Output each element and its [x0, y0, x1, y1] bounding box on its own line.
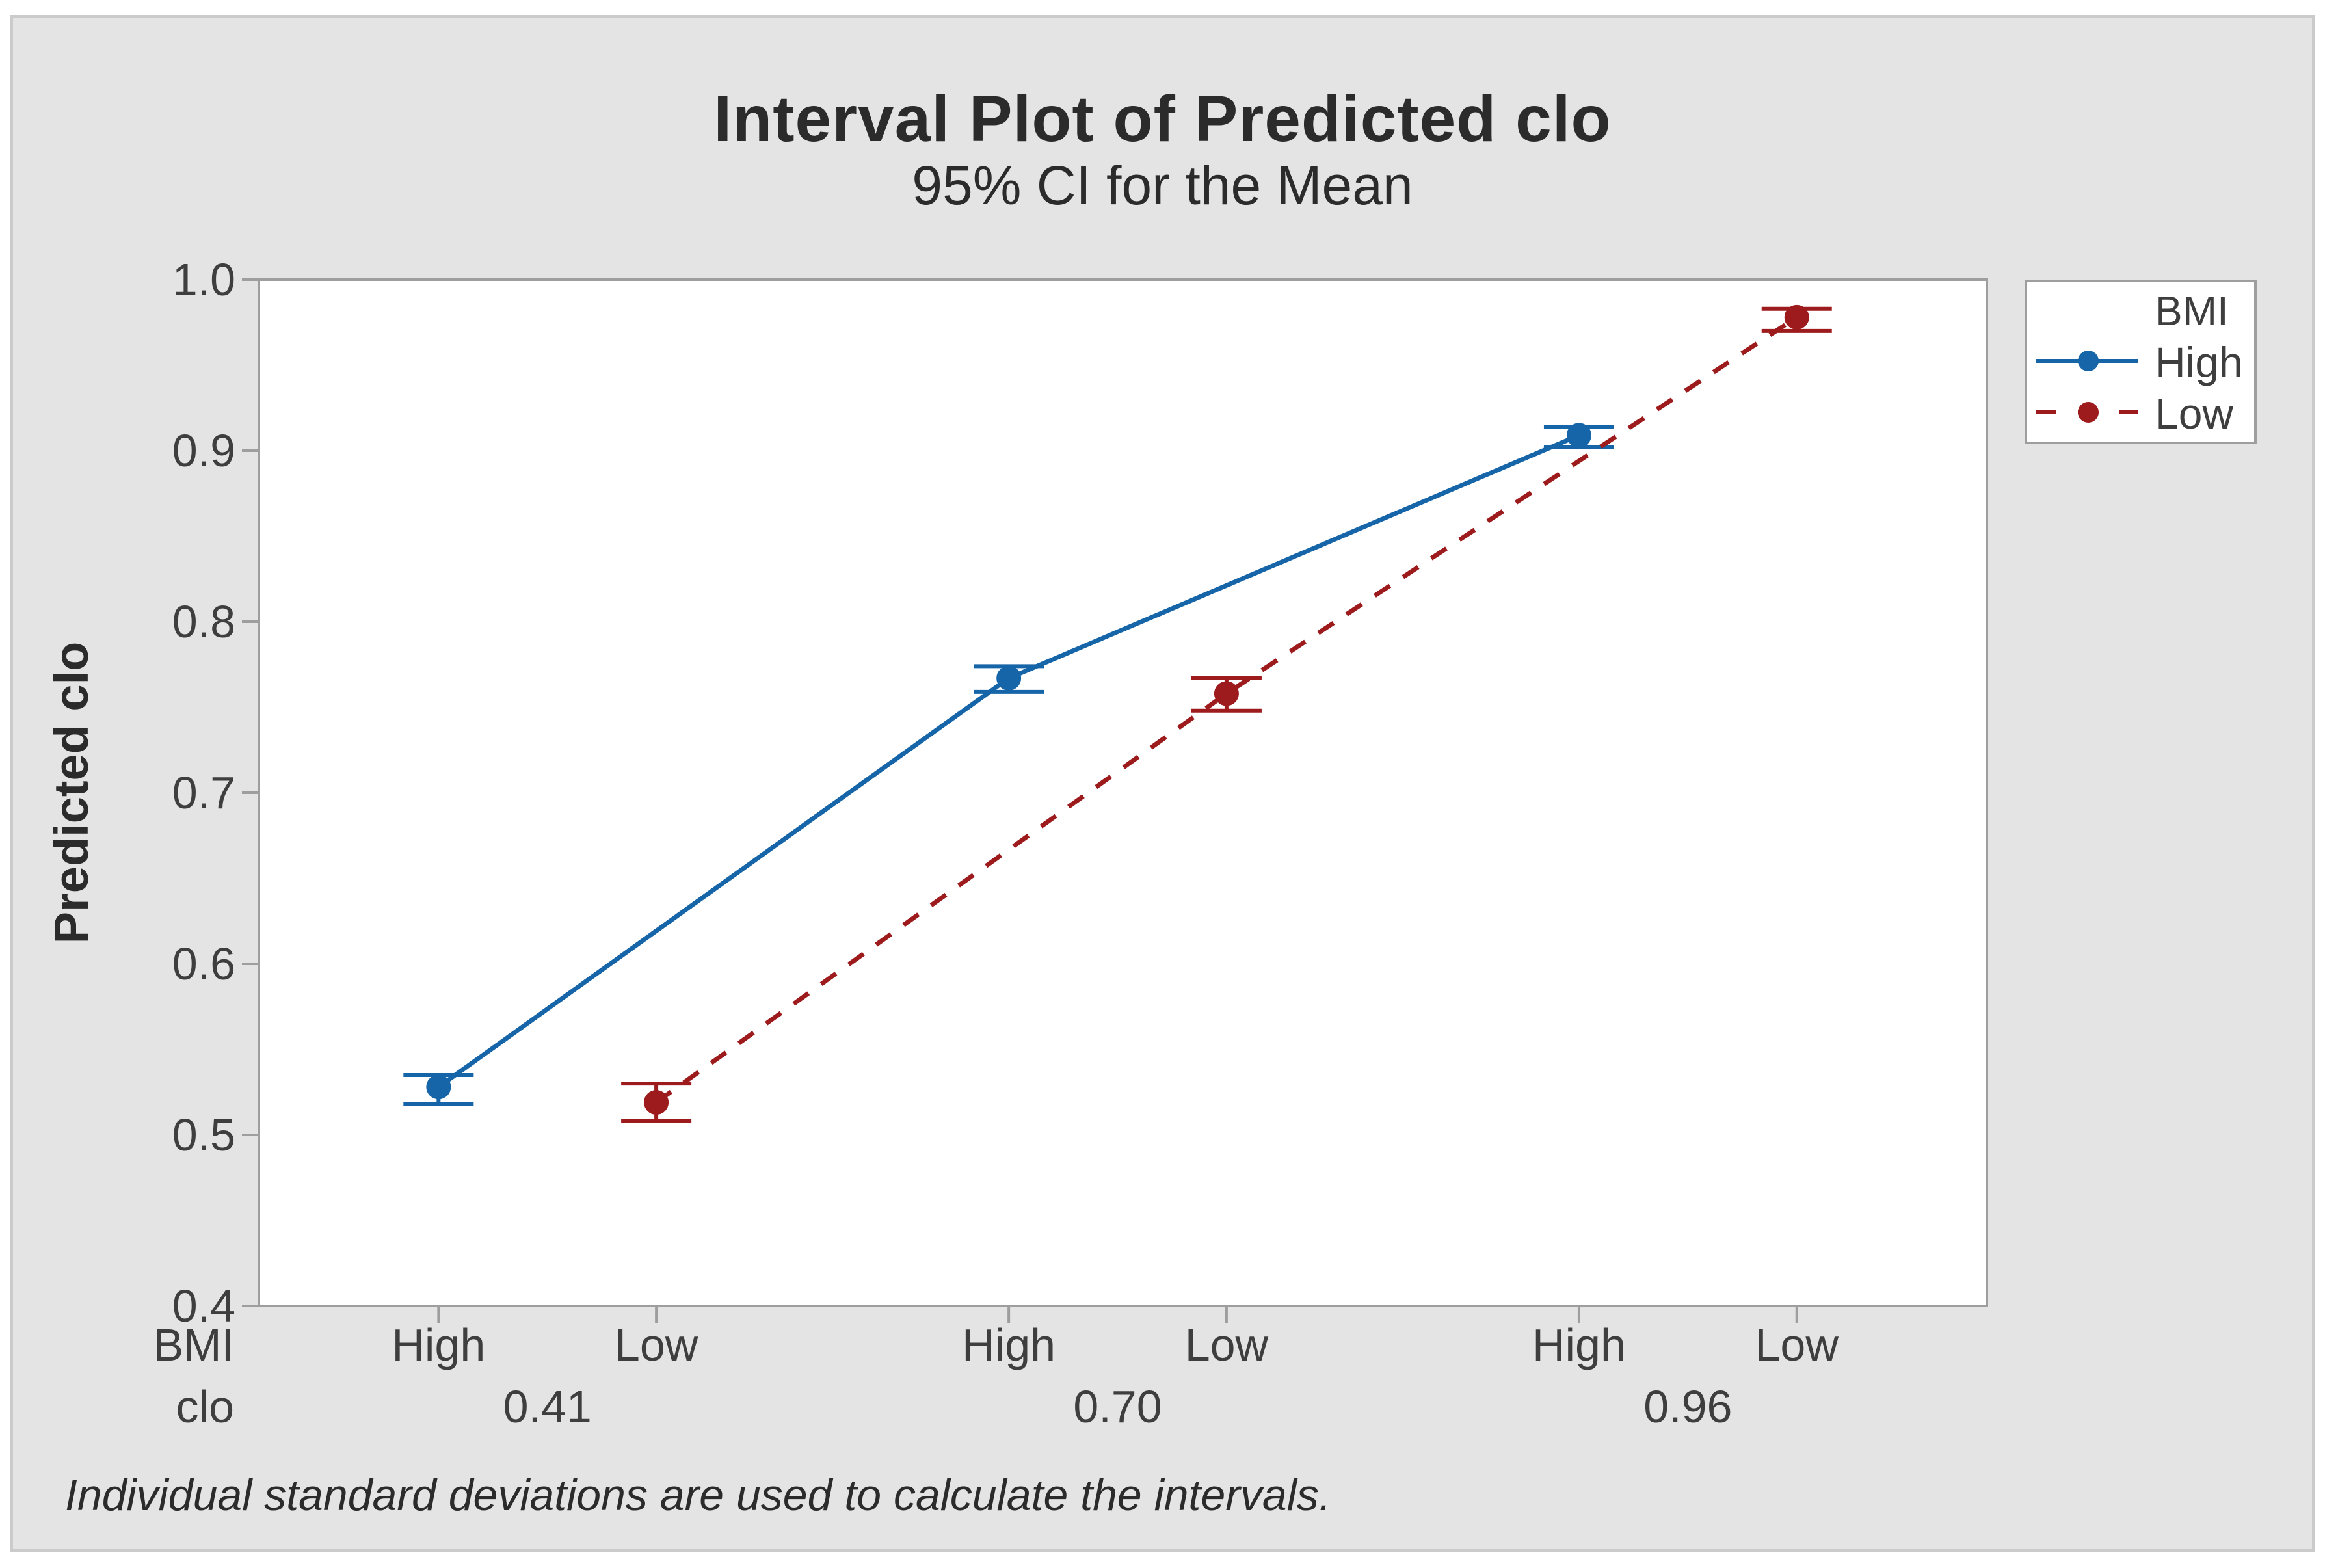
y-tick-label: 0.8 — [172, 596, 235, 647]
legend-title: BMI — [2155, 287, 2229, 334]
x-tick-label-bmi: Low — [614, 1320, 698, 1370]
x-group-label-clo: 0.41 — [503, 1381, 592, 1432]
x-tick-label-bmi: Low — [1755, 1320, 1839, 1370]
mean-marker-high — [1566, 423, 1591, 448]
chart-subtitle: 95% CI for the Mean — [912, 155, 1413, 216]
mean-marker-high — [426, 1074, 451, 1100]
mean-marker-low — [644, 1090, 669, 1115]
mean-marker-low — [1214, 681, 1239, 706]
x-group-label-clo: 0.96 — [1643, 1381, 1733, 1432]
legend-entry-low: Low — [2155, 390, 2234, 438]
series-line-low — [655, 315, 1798, 1104]
chart-title: Interval Plot of Predicted clo — [713, 83, 1612, 155]
y-tick-label: 1.0 — [172, 254, 235, 305]
x-tick-label-bmi: High — [1532, 1320, 1626, 1370]
y-tick-label: 0.6 — [172, 938, 235, 989]
y-tick-label: 0.4 — [172, 1281, 235, 1331]
legend-sample-low-line — [2036, 402, 2138, 423]
y-tick-label: 0.7 — [172, 767, 235, 818]
y-tick-label: 0.9 — [172, 425, 235, 476]
footnote: Individual standard deviations are used … — [65, 1470, 1331, 1520]
mean-marker-low — [1784, 304, 1809, 330]
mean-marker-high — [996, 665, 1022, 691]
legend-sample-high-line — [2036, 351, 2138, 371]
legend: BMI High Low — [2025, 280, 2257, 444]
x-axis-row-header-bmi: BMI — [153, 1320, 234, 1370]
x-tick-label-bmi: Low — [1184, 1320, 1269, 1370]
x-group-label-clo: 0.70 — [1073, 1381, 1162, 1432]
x-axis-row-header-clo: clo — [176, 1381, 234, 1432]
x-tick-label-bmi: High — [962, 1320, 1056, 1370]
legend-entry-high: High — [2155, 338, 2243, 386]
x-tick-label-bmi: High — [392, 1320, 486, 1370]
y-tick-label: 0.5 — [172, 1110, 235, 1160]
plot-frame — [258, 278, 1988, 1307]
